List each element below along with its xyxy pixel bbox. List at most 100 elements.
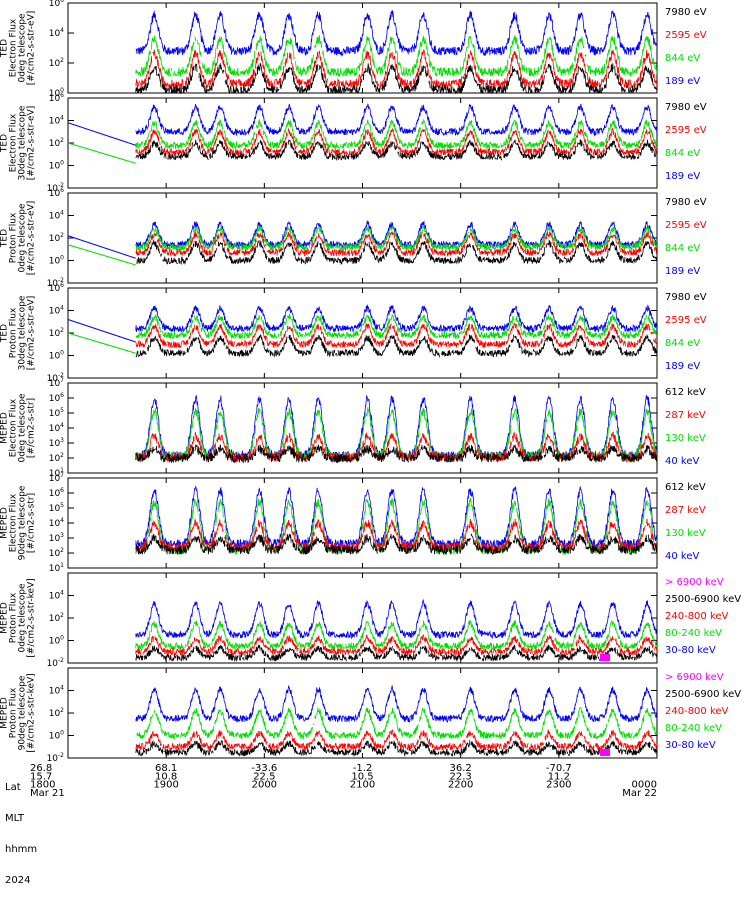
y-axis-label: TEDElectron Flux0deg telescope[#/cm2-s-s… — [0, 11, 37, 86]
series-line — [135, 304, 658, 334]
legend-label: 2595 eV — [665, 315, 707, 326]
y-tick-label: 100 — [49, 350, 64, 362]
panel-7: 10-2 100 102 104 MEPEDProton Flux0deg telesc… — [0, 572, 741, 669]
y-axis-label: TEDElectron Flux30deg telescope[#/cm2-s-… — [0, 105, 37, 180]
footer-cell: 2000 — [252, 780, 277, 791]
y-tick-label: 104 — [49, 422, 64, 434]
series-line — [135, 729, 658, 752]
footer-cell: -33.6 — [251, 763, 277, 774]
y-axis-label: MEPEDProton Flux90deg telescope[#/cm2-s-… — [0, 673, 37, 752]
legend-label: 130 keV — [665, 528, 706, 539]
footer-lat-label: Lat — [5, 782, 21, 793]
series-line — [135, 127, 658, 157]
series-line — [67, 142, 136, 164]
footer-cell: 36.2 — [450, 763, 472, 774]
y-tick-label: 104 — [49, 27, 64, 39]
y-tick-label: 100 — [49, 160, 64, 172]
series-line — [135, 634, 658, 657]
legend-label: 80-240 keV — [665, 628, 722, 639]
y-tick-label: 107 — [49, 377, 64, 389]
series-line — [67, 122, 136, 146]
y-tick-label: 104 — [49, 517, 64, 529]
y-axis-label: TEDProton Flux0deg telescope[#/cm2-s-str… — [0, 201, 37, 276]
legend-label: 30-80 keV — [665, 645, 716, 656]
footer-cell: 11.2 — [548, 771, 570, 782]
series-line — [135, 407, 658, 462]
series-line — [135, 443, 658, 464]
legend-label: 612 keV — [665, 482, 706, 493]
y-tick-label: 100 — [49, 255, 64, 267]
panel-6: 101 102 103 104 105 106 107 MEPEDElectron Flux9… — [0, 472, 706, 574]
footer-year-label: 2024 — [5, 875, 31, 886]
legend-label: > 6900 keV — [665, 577, 724, 588]
series-point — [600, 654, 611, 661]
legend-label: 612 keV — [665, 387, 706, 398]
y-tick-label: 103 — [49, 437, 64, 449]
series-line — [135, 323, 658, 349]
y-tick-label: 102 — [49, 57, 64, 69]
y-tick-label: 102 — [49, 327, 64, 339]
legend-label: 130 keV — [665, 433, 706, 444]
footer-cell: 22.3 — [450, 771, 472, 782]
series-line — [135, 230, 657, 257]
y-tick-label: 104 — [49, 685, 64, 697]
series-line — [135, 220, 657, 250]
y-tick-label: 106 — [49, 92, 64, 104]
legend-label: 287 keV — [665, 505, 706, 516]
footer-cell: -70.7 — [546, 763, 572, 774]
y-axis-label: TEDProton Flux30deg telescope[#/cm2-s-st… — [0, 295, 37, 370]
footer-cell: 22.5 — [253, 771, 275, 782]
series-line — [135, 138, 657, 161]
y-tick-label: 10-2 — [47, 657, 65, 669]
legend-label: 7980 eV — [665, 197, 707, 208]
series-line — [135, 485, 658, 550]
series-point — [600, 749, 611, 756]
legend-label: 2500-6900 keV — [665, 594, 741, 605]
series-line — [135, 103, 658, 137]
footer-cell: 26.8 — [30, 763, 52, 774]
series-line — [135, 598, 658, 640]
series-line — [135, 224, 658, 252]
legend-label: 80-240 keV — [665, 723, 722, 734]
y-tick-label: 106 — [49, 487, 64, 499]
footer-mlt-label: MLT — [5, 813, 24, 824]
footer-cell: 2200 — [448, 780, 473, 791]
legend-label: 2595 eV — [665, 125, 707, 136]
y-tick-label: 106 — [49, 392, 64, 404]
legend-label: 7980 eV — [665, 7, 707, 18]
series-line — [135, 643, 658, 663]
y-tick-label: 104 — [49, 115, 64, 127]
y-tick-label: 101 — [49, 562, 64, 574]
legend-label: 189 eV — [665, 76, 700, 87]
series-line — [67, 319, 136, 343]
series-line — [136, 239, 658, 266]
series-line — [135, 394, 658, 462]
series-line — [135, 313, 658, 340]
legend-label: 7980 eV — [665, 292, 707, 303]
y-tick-label: 107 — [49, 472, 64, 484]
legend-label: > 6900 keV — [665, 672, 724, 683]
legend-label: 189 eV — [665, 361, 700, 372]
footer-cell: 1900 — [153, 780, 178, 791]
flux-plot: 100 102 104 106 TEDElectron Flux0deg telesco… — [0, 0, 741, 799]
y-tick-label: 106 — [49, 282, 64, 294]
footer-labels: Lat MLT hhmm 2024 — [5, 760, 37, 897]
y-tick-label: 100 — [49, 730, 64, 742]
series-line — [135, 35, 658, 78]
y-axis-label: MEPEDElectron Flux0deg telescope[#/cm2-s… — [0, 393, 37, 463]
y-tick-label: 102 — [49, 547, 64, 559]
y-tick-label: 104 — [49, 305, 64, 317]
y-tick-label: 104 — [49, 210, 64, 222]
legend-label: 30-80 keV — [665, 740, 716, 751]
legend-label: 189 eV — [665, 171, 700, 182]
legend-label: 2595 eV — [665, 30, 707, 41]
series-line — [135, 707, 658, 740]
series-line — [135, 334, 658, 358]
footer-cell: 15.7 — [30, 771, 52, 782]
